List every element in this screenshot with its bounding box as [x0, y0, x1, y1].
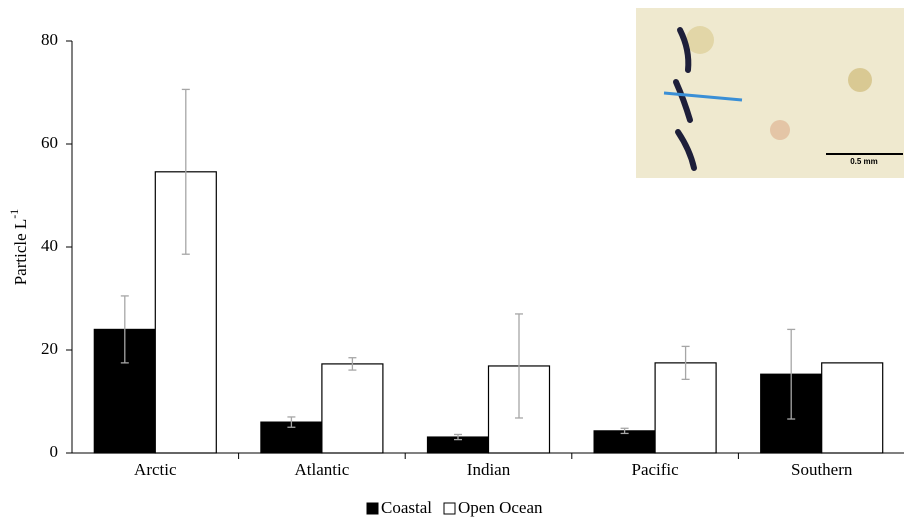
x-tick-label: Atlantic — [295, 460, 350, 479]
photo-speck — [770, 120, 790, 140]
legend: Coastal Open Ocean — [367, 498, 543, 517]
y-tick-label: 60 — [41, 133, 58, 152]
y-axis-label-text: Particle L — [11, 219, 30, 286]
photo-speck — [848, 68, 872, 92]
x-tick-label: Southern — [791, 460, 853, 479]
photo-speck — [686, 26, 714, 54]
inset-photo: 0.5 mm — [636, 8, 904, 178]
x-tick-label: Indian — [467, 460, 511, 479]
x-tick-label: Pacific — [631, 460, 679, 479]
legend-swatch — [444, 503, 455, 514]
legend-swatch — [367, 503, 378, 514]
bar — [322, 364, 383, 453]
chart: 0.5 mm 0 20 40 60 80 Particle L-1 Arctic Atlant… — [0, 0, 904, 517]
legend-label: Open Ocean — [458, 498, 543, 517]
x-tick-label: Arctic — [134, 460, 177, 479]
y-tick-label: 20 — [41, 339, 58, 358]
legend-label: Coastal — [381, 498, 432, 517]
y-tick-label: 80 — [41, 30, 58, 49]
scale-label: 0.5 mm — [850, 157, 878, 166]
bar — [594, 431, 655, 453]
y-axis-label: Particle L-1 — [7, 209, 30, 286]
y-axis-label-superscript: -1 — [7, 209, 21, 219]
bar — [822, 363, 883, 453]
y-tick-label: 40 — [41, 236, 58, 255]
y-tick-label: 0 — [50, 442, 59, 461]
